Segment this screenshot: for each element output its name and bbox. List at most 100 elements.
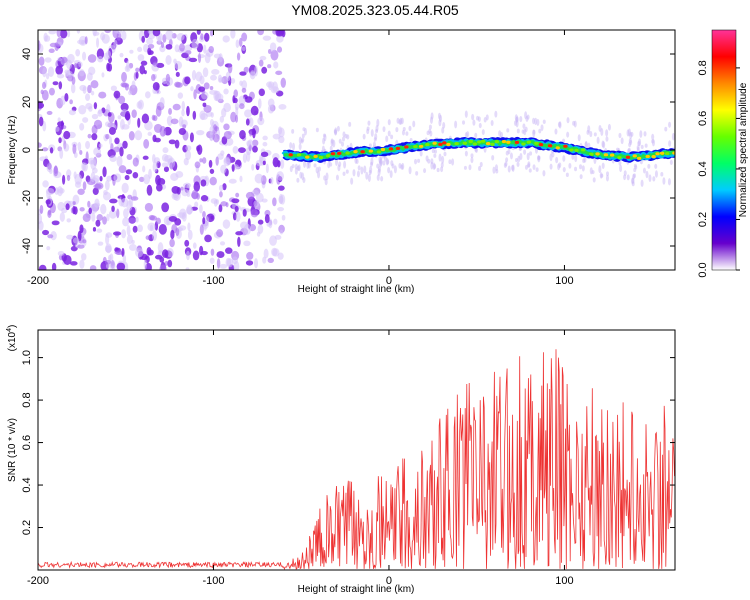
spectrogram-noise-blob [91,124,98,135]
spectrogram-faint-blob [367,173,371,182]
spectrogram-noise-blob [237,147,246,153]
spectrogram-noise-blob [230,111,237,123]
spectrogram-noise-blob [63,254,72,266]
spectrogram-faint-blob [327,162,331,169]
spectrogram-faint-blob [549,163,553,170]
spectrogram-faint-blob [289,142,293,149]
spectrogram-noise-blob [154,157,160,164]
spectrogram-noise-blob [181,211,187,222]
spectrogram-faint-blob [669,159,673,165]
spectrogram-noise-blob [91,167,98,174]
spectrogram-noise-blob [135,67,140,73]
spectrogram-noise-blob [245,260,254,266]
spectrogram-noise-blob [48,87,55,96]
spectrogram-noise-blob [191,189,199,200]
spectrogram-faint-blob [382,160,386,166]
spectrogram-faint-blob [325,172,329,181]
spectrogram-faint-blob [626,174,630,181]
spectrogram-noise-blob [179,43,185,52]
spectrogram-noise-blob [87,133,92,139]
spectrogram-noise-blob [219,115,225,123]
spectrogram-faint-blob [522,123,526,129]
spectrogram-noise-blob [203,82,210,90]
spectrogram-faint-blob [442,122,446,129]
spectrogram-noise-blob [143,174,151,185]
spectrogram-noise-blob [163,166,170,173]
spectrogram-noise-blob [128,130,135,141]
spectrogram-noise-blob [165,43,173,50]
spectrogram-faint-blob [526,114,530,120]
spectrogram-noise-blob [65,203,70,211]
spectrogram-faint-blob [534,117,538,126]
spectrogram-faint-blob [495,168,499,174]
spectrogram-noise-blob [55,65,63,75]
spectrogram-faint-blob [303,160,307,168]
spectrogram-noise-blob [49,168,53,175]
spectrogram-noise-blob [131,80,136,89]
spectrogram-noise-blob [66,30,71,38]
spectrogram-noise-blob [54,126,60,132]
spectrogram-faint-blob [321,145,325,154]
spectrogram-faint-blob [405,131,409,136]
spectrogram-faint-blob [516,161,520,167]
spectrogram-noise-blob [218,77,225,83]
spectrogram-noise-blob [119,52,124,58]
spectrogram-noise-blob [162,249,169,258]
spectrogram-noise-blob [154,254,163,260]
spectrogram-noise-blob [246,251,254,260]
spectrogram-y-tick-label: -20 [21,190,33,206]
spectrogram-noise-blob [78,61,83,68]
spectrogram-peak [395,146,401,151]
spectrogram-noise-blob [57,250,65,257]
spectrogram-faint-blob [433,149,437,154]
spectrogram-peak [636,156,642,160]
spectrogram-faint-blob [323,175,327,181]
spectrogram-noise-blob [159,45,166,53]
spectrogram-noise-blob [233,261,240,270]
spectrogram-faint-blob [618,160,622,166]
spectrogram-noise-blob [79,259,85,269]
spectrogram-faint-blob [654,163,658,169]
spectrogram-faint-blob [506,128,510,133]
spectrogram-noise-blob [215,93,224,102]
colorbar-ticks: 0.0 0.2 0.4 0.6 0.8 [697,60,740,278]
spectrogram-faint-blob [419,150,423,157]
spectrogram-faint-blob [605,129,609,137]
spectrogram-noise-blob [57,186,63,197]
spectrogram-faint-blob [478,122,482,129]
spectrogram-noise-blob [82,239,87,244]
spectrogram-noise-blob [93,202,101,208]
spectrogram-noise-blob [258,59,264,67]
spectrogram-noise-blob [81,162,86,172]
spectrogram-peak [468,139,474,144]
spectrogram-y-ticks: -40 -20 0 20 40 [21,48,675,254]
spectrogram-peak [603,153,609,157]
spectrogram-noise-blob [90,172,96,183]
spectrogram-noise-blob [77,188,85,195]
spectrogram-noise-blob [252,145,258,153]
spectrogram-peak [501,139,507,144]
spectrogram-noise-blob [141,113,150,124]
spectrogram-noise-blob [194,201,199,208]
spectrogram-faint-blob [431,148,435,154]
spectrogram-noise-blob [89,265,97,270]
spectrogram-faint-blob [566,131,570,138]
spectrogram-noise-blob [116,262,126,270]
spectrogram-noise-blob [42,121,47,132]
spectrogram-peak [438,142,443,146]
spectrogram-noise-blob [108,209,117,219]
spectrogram-noise-blob [244,96,253,103]
spectrogram-faint-blob [523,128,527,136]
spectrogram-faint-blob [628,138,632,144]
spectrogram-noise-blob [246,140,252,147]
spectrogram-noise-blob [267,48,272,54]
spectrogram-noise-blob [262,135,268,141]
spectrogram-faint-blob [415,171,419,176]
spectrogram-faint-blob [507,165,511,173]
spectrogram-noise-blob [147,222,156,232]
spectrogram-faint-blob [574,166,578,172]
spectrogram-noise-blob [91,133,98,141]
snr-x-tick-label: 100 [555,575,573,587]
spectrogram-faint-blob [598,165,602,174]
